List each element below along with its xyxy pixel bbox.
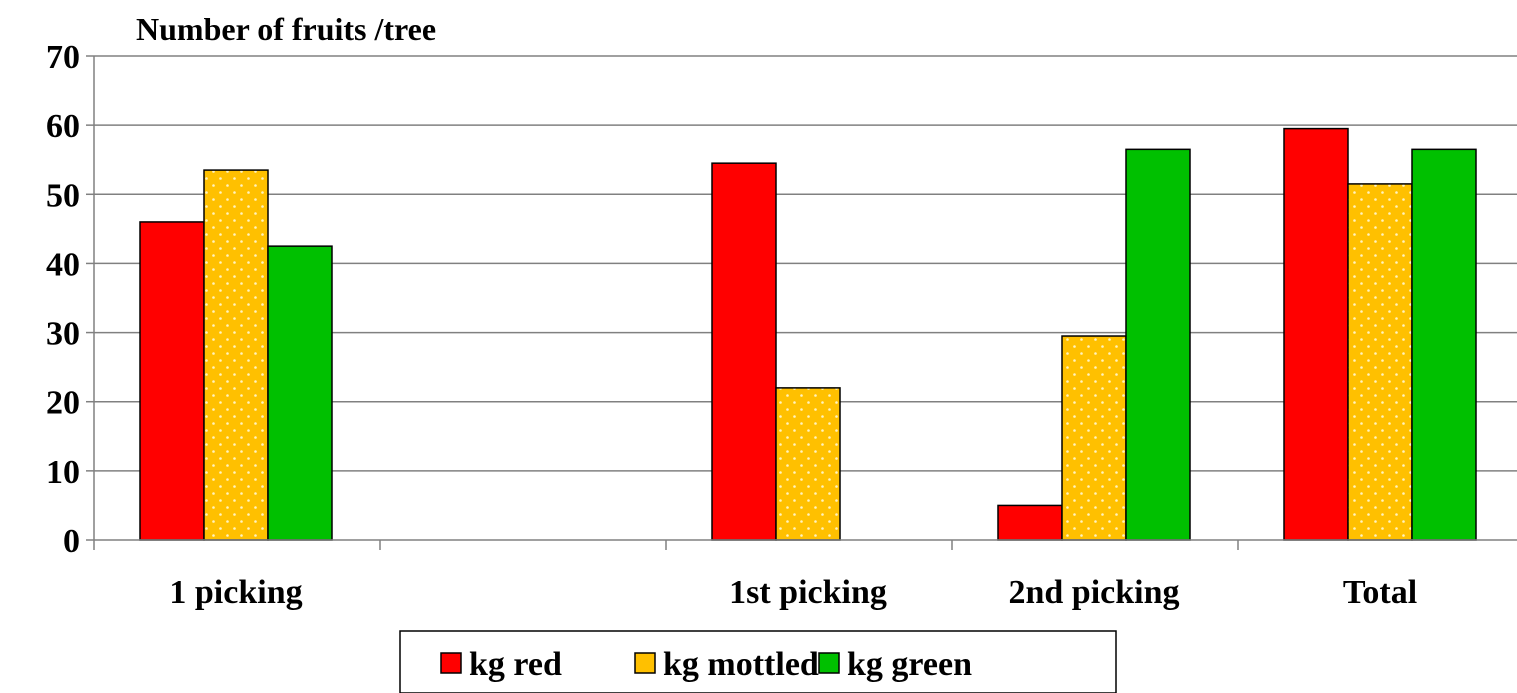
- legend-label: kg mottled: [663, 646, 819, 683]
- bar-kg-mottled-2: [775, 387, 841, 541]
- legend-swatch: [818, 652, 840, 674]
- legend-label: kg green: [847, 646, 972, 683]
- bar-kg-green-4: [1411, 148, 1477, 541]
- bar-kg-red-3: [997, 504, 1063, 541]
- bar-kg-mottled-0: [203, 169, 269, 541]
- bar-kg-mottled-4: [1347, 183, 1413, 541]
- y-tick-label: 40: [46, 246, 80, 283]
- y-tick-label: 10: [46, 454, 80, 491]
- legend: kg red kg mottled kg green: [399, 630, 1117, 693]
- bar-kg-red-2: [711, 162, 777, 541]
- category-label: 1 picking: [169, 574, 302, 611]
- chart-title: Number of fruits /tree: [136, 11, 436, 47]
- bars: [139, 127, 1477, 541]
- bar-kg-mottled-3: [1061, 335, 1127, 541]
- bar-kg-red-4: [1283, 127, 1349, 541]
- y-axis-ticks: 0 10 20 30 40 50 60 70: [46, 39, 94, 560]
- x-axis-categories: 1 picking 1st picking 2nd picking Total: [169, 574, 1417, 611]
- axes: [93, 56, 1517, 550]
- legend-label: kg red: [469, 646, 562, 683]
- y-tick-label: 0: [63, 523, 80, 560]
- legend-box: [399, 630, 1117, 693]
- bar-kg-green-0: [267, 245, 333, 541]
- category-label: Total: [1343, 574, 1417, 611]
- y-tick-label: 30: [46, 316, 80, 353]
- y-tick-label: 20: [46, 385, 80, 422]
- y-tick-label: 60: [46, 108, 80, 145]
- legend-swatch: [440, 652, 462, 674]
- category-label: 2nd picking: [1008, 574, 1179, 611]
- bar-kg-green-3: [1125, 148, 1191, 541]
- category-label: 1st picking: [729, 574, 887, 611]
- y-tick-label: 50: [46, 177, 80, 214]
- y-tick-label: 70: [46, 39, 80, 76]
- legend-swatch: [634, 652, 656, 674]
- bar-kg-red-0: [139, 221, 205, 541]
